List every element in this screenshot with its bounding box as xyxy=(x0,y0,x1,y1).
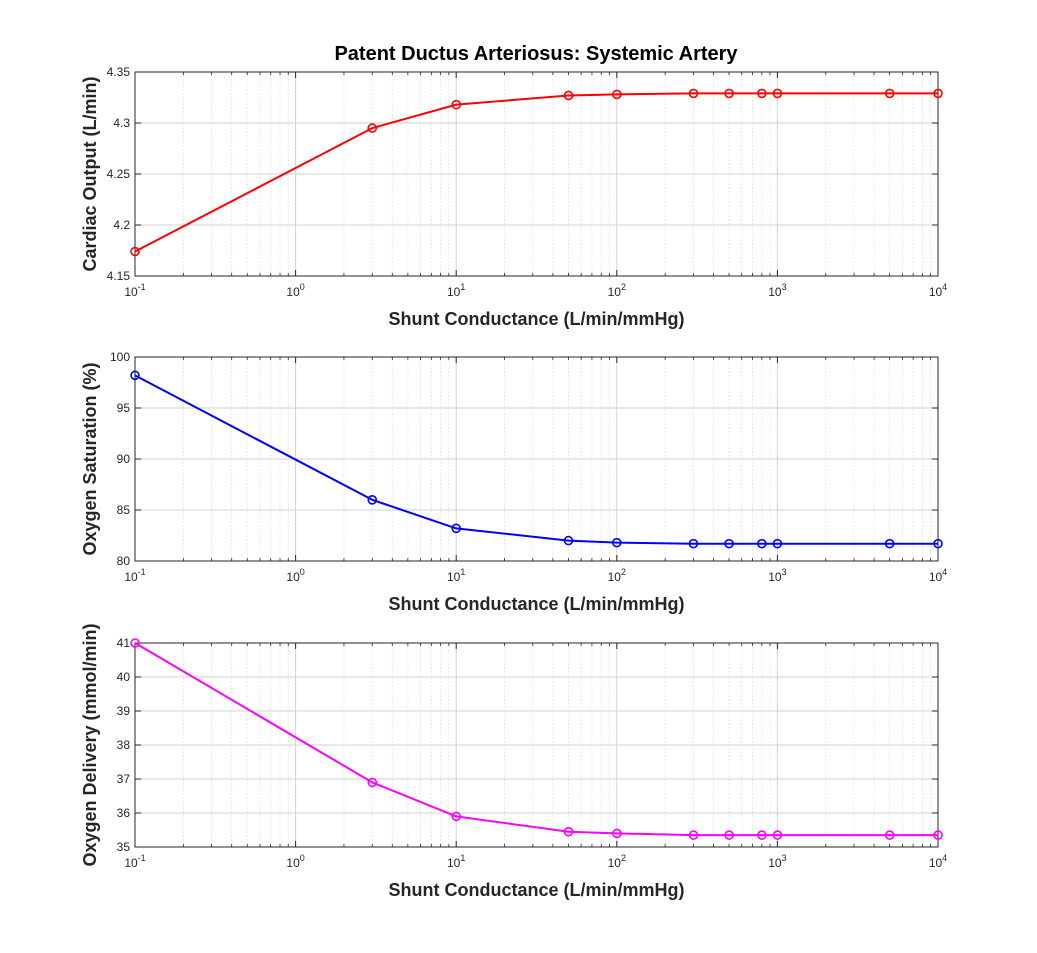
x-tick-label: 104 xyxy=(929,853,947,870)
subplot-2: 10-1 100 101 102 103 104 80 85 90 95 100 Shunt Cond… xyxy=(80,350,947,614)
subplot-3: 10-1 100 101 102 103 104 35 36 37 38 39 40 41 Shunt C… xyxy=(80,623,947,900)
data-point xyxy=(451,811,462,822)
data-point xyxy=(688,830,699,840)
x-tick-label: 100 xyxy=(286,853,304,870)
data-point xyxy=(611,89,622,100)
data-point xyxy=(724,538,734,549)
data-point xyxy=(757,830,767,840)
x-tick-label: 10-1 xyxy=(124,853,145,870)
data-point xyxy=(933,538,943,549)
data-point xyxy=(772,88,783,99)
x-tick-label: 10-1 xyxy=(124,282,145,299)
x-tick-label: 104 xyxy=(929,567,947,584)
axes-box xyxy=(134,642,939,848)
y-tick-label: 41 xyxy=(117,636,131,650)
x-axis-label: Shunt Conductance (L/min/mmHg) xyxy=(389,880,685,900)
y-tick-label: 4.25 xyxy=(107,167,131,181)
y-tick-label: 100 xyxy=(110,350,130,364)
data-point xyxy=(724,830,734,840)
data-point xyxy=(688,538,699,549)
x-tick-label: 103 xyxy=(768,567,786,584)
x-tick-label: 101 xyxy=(447,567,465,584)
x-tick-label: 100 xyxy=(286,567,304,584)
data-point xyxy=(884,830,895,840)
data-point xyxy=(933,830,943,840)
y-tick-label: 4.15 xyxy=(107,269,131,283)
data-point xyxy=(611,537,622,548)
data-point xyxy=(367,777,378,788)
series-line xyxy=(134,92,938,253)
x-tick-label: 102 xyxy=(608,853,626,870)
y-tick-label: 40 xyxy=(117,670,131,684)
figure-title: Patent Ductus Arteriosus: Systemic Arter… xyxy=(334,43,738,65)
data-point xyxy=(130,246,140,257)
data-point xyxy=(563,826,574,837)
data-point xyxy=(688,88,699,99)
x-tick-label: 104 xyxy=(929,282,947,299)
y-tick-label: 85 xyxy=(117,503,131,517)
data-point xyxy=(772,538,783,549)
y-axis-label: Cardiac Output (L/min) xyxy=(80,77,100,272)
x-tick-label: 100 xyxy=(286,282,304,299)
y-tick-label: 4.35 xyxy=(107,65,131,79)
data-point xyxy=(367,123,378,133)
data-point xyxy=(757,538,767,549)
data-point xyxy=(130,370,140,381)
x-axis-label: Shunt Conductance (L/min/mmHg) xyxy=(389,309,685,329)
x-tick-label: 102 xyxy=(608,282,626,299)
y-tick-label: 95 xyxy=(117,401,131,415)
y-tick-label: 80 xyxy=(117,554,131,568)
data-point xyxy=(757,88,767,99)
x-tick-label: 102 xyxy=(608,567,626,584)
y-tick-label: 39 xyxy=(117,704,131,718)
data-point xyxy=(884,88,895,99)
data-point xyxy=(933,88,943,99)
data-point xyxy=(772,830,783,840)
x-tick-label: 101 xyxy=(447,853,465,870)
data-point xyxy=(884,538,895,549)
data-point xyxy=(130,638,140,648)
x-tick-label: 101 xyxy=(447,282,465,299)
y-axis-label: Oxygen Saturation (%) xyxy=(80,362,100,555)
series-line xyxy=(134,642,938,837)
y-tick-label: 90 xyxy=(117,452,131,466)
data-point xyxy=(367,494,378,505)
data-point xyxy=(563,535,574,546)
y-tick-label: 4.3 xyxy=(113,116,130,130)
x-tick-label: 103 xyxy=(768,853,786,870)
axes-box xyxy=(134,71,939,277)
x-axis-label: Shunt Conductance (L/min/mmHg) xyxy=(389,594,685,614)
data-point xyxy=(451,523,462,534)
series-line xyxy=(134,374,938,545)
y-axis-label: Oxygen Delivery (mmol/min) xyxy=(80,623,100,866)
data-point xyxy=(724,88,734,99)
x-tick-label: 10-1 xyxy=(124,567,145,584)
y-tick-label: 35 xyxy=(117,840,131,854)
data-point xyxy=(451,99,462,110)
y-tick-label: 4.2 xyxy=(113,218,130,232)
data-point xyxy=(563,90,574,101)
y-tick-label: 36 xyxy=(117,806,131,820)
subplot-1: 10-1 100 101 102 103 104 4.15 4.2 4.25 4.3 4.35 Shu… xyxy=(80,65,947,329)
subplot-container: 10-1 100 101 102 103 104 4.15 4.2 4.25 4.3 4.35 Shu… xyxy=(80,65,947,900)
axes-box xyxy=(134,356,939,562)
y-tick-label: 37 xyxy=(117,772,131,786)
y-tick-label: 38 xyxy=(117,738,131,752)
data-point xyxy=(611,828,622,839)
x-tick-label: 103 xyxy=(768,282,786,299)
